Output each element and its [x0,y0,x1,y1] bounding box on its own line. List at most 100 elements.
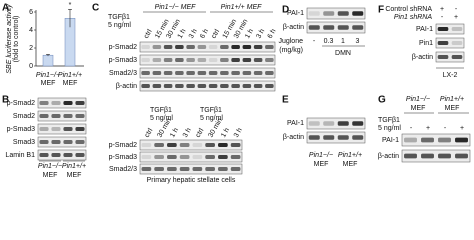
band [197,84,207,88]
label: 4 [29,27,33,34]
band [352,121,364,126]
label: LX-2 [443,72,458,79]
label: MEF [67,172,82,179]
band [186,84,195,88]
band [437,27,449,31]
label: 0.3 [324,38,334,45]
blot [139,80,276,92]
band [163,71,173,75]
band [308,121,320,126]
label: F [378,5,384,16]
band [75,140,85,144]
blot [139,67,276,79]
band [205,167,215,171]
band [265,71,274,75]
band [186,58,195,62]
band [438,137,451,143]
band [437,55,449,59]
band [75,127,85,131]
label: - [313,38,316,45]
band [39,140,49,144]
band [253,71,263,75]
blot [306,131,366,144]
blot [306,117,366,130]
label: MEF [343,161,358,168]
label: (fold to control) [13,16,20,63]
band [337,121,349,126]
label: + [454,14,458,21]
label: Lamin B1 [5,152,35,159]
band [451,41,463,45]
label: Pin1+/+ [62,163,86,170]
label: 6 h [199,28,210,40]
band [75,101,85,105]
label: + [440,6,444,13]
band [152,58,162,62]
band [337,135,349,140]
blot [139,139,243,151]
band [51,114,61,118]
band [205,155,215,159]
label: MEF [411,105,426,112]
label: p-Smad2 [109,44,138,51]
label: B [2,95,9,106]
label: Pin1+/+ [338,152,362,159]
band [141,71,150,75]
band [163,58,173,62]
band [141,143,152,147]
label: PAI-1 [287,10,304,17]
band [308,135,320,140]
label: Pin1 shRNA [394,14,432,21]
band [75,153,85,157]
band [179,155,190,159]
band [323,121,335,126]
label: + [460,125,464,132]
label: MEF [41,80,56,87]
band [51,153,61,157]
label: Pin1−/− [309,152,333,159]
band [218,167,228,171]
label: p-Smad2 [7,100,36,107]
band [337,11,349,16]
label: β-actin [378,153,399,160]
label: 1 h [244,28,255,40]
label: SBE luciferase activity [6,4,13,74]
label: p-Smad2 [109,142,138,149]
band [231,58,240,62]
band [451,27,463,31]
band [163,84,173,88]
band [455,137,468,143]
band [218,143,228,147]
band [208,58,218,62]
label: - [410,125,413,132]
band [231,45,240,49]
band [51,101,61,105]
blot [401,133,471,147]
band [253,84,263,88]
band [208,45,218,49]
blot [435,51,465,63]
band [179,143,190,147]
label: PAI-1 [287,120,304,127]
label: A [2,3,9,14]
band [163,45,173,49]
label: ctrl [144,127,155,139]
label: ctrl [143,28,154,40]
label: D [282,5,289,16]
band [63,153,73,157]
label: MEF [43,172,58,179]
band [205,143,215,147]
label: β-actin [283,24,304,31]
band [192,143,203,147]
band [63,101,73,105]
band [220,58,229,62]
blot [37,97,87,109]
band [352,25,364,30]
label: TGFβ1 [378,117,400,124]
blot [306,7,366,20]
band [51,140,61,144]
label: C [92,3,99,14]
band [220,84,229,88]
label: p-Smad3 [109,57,138,64]
